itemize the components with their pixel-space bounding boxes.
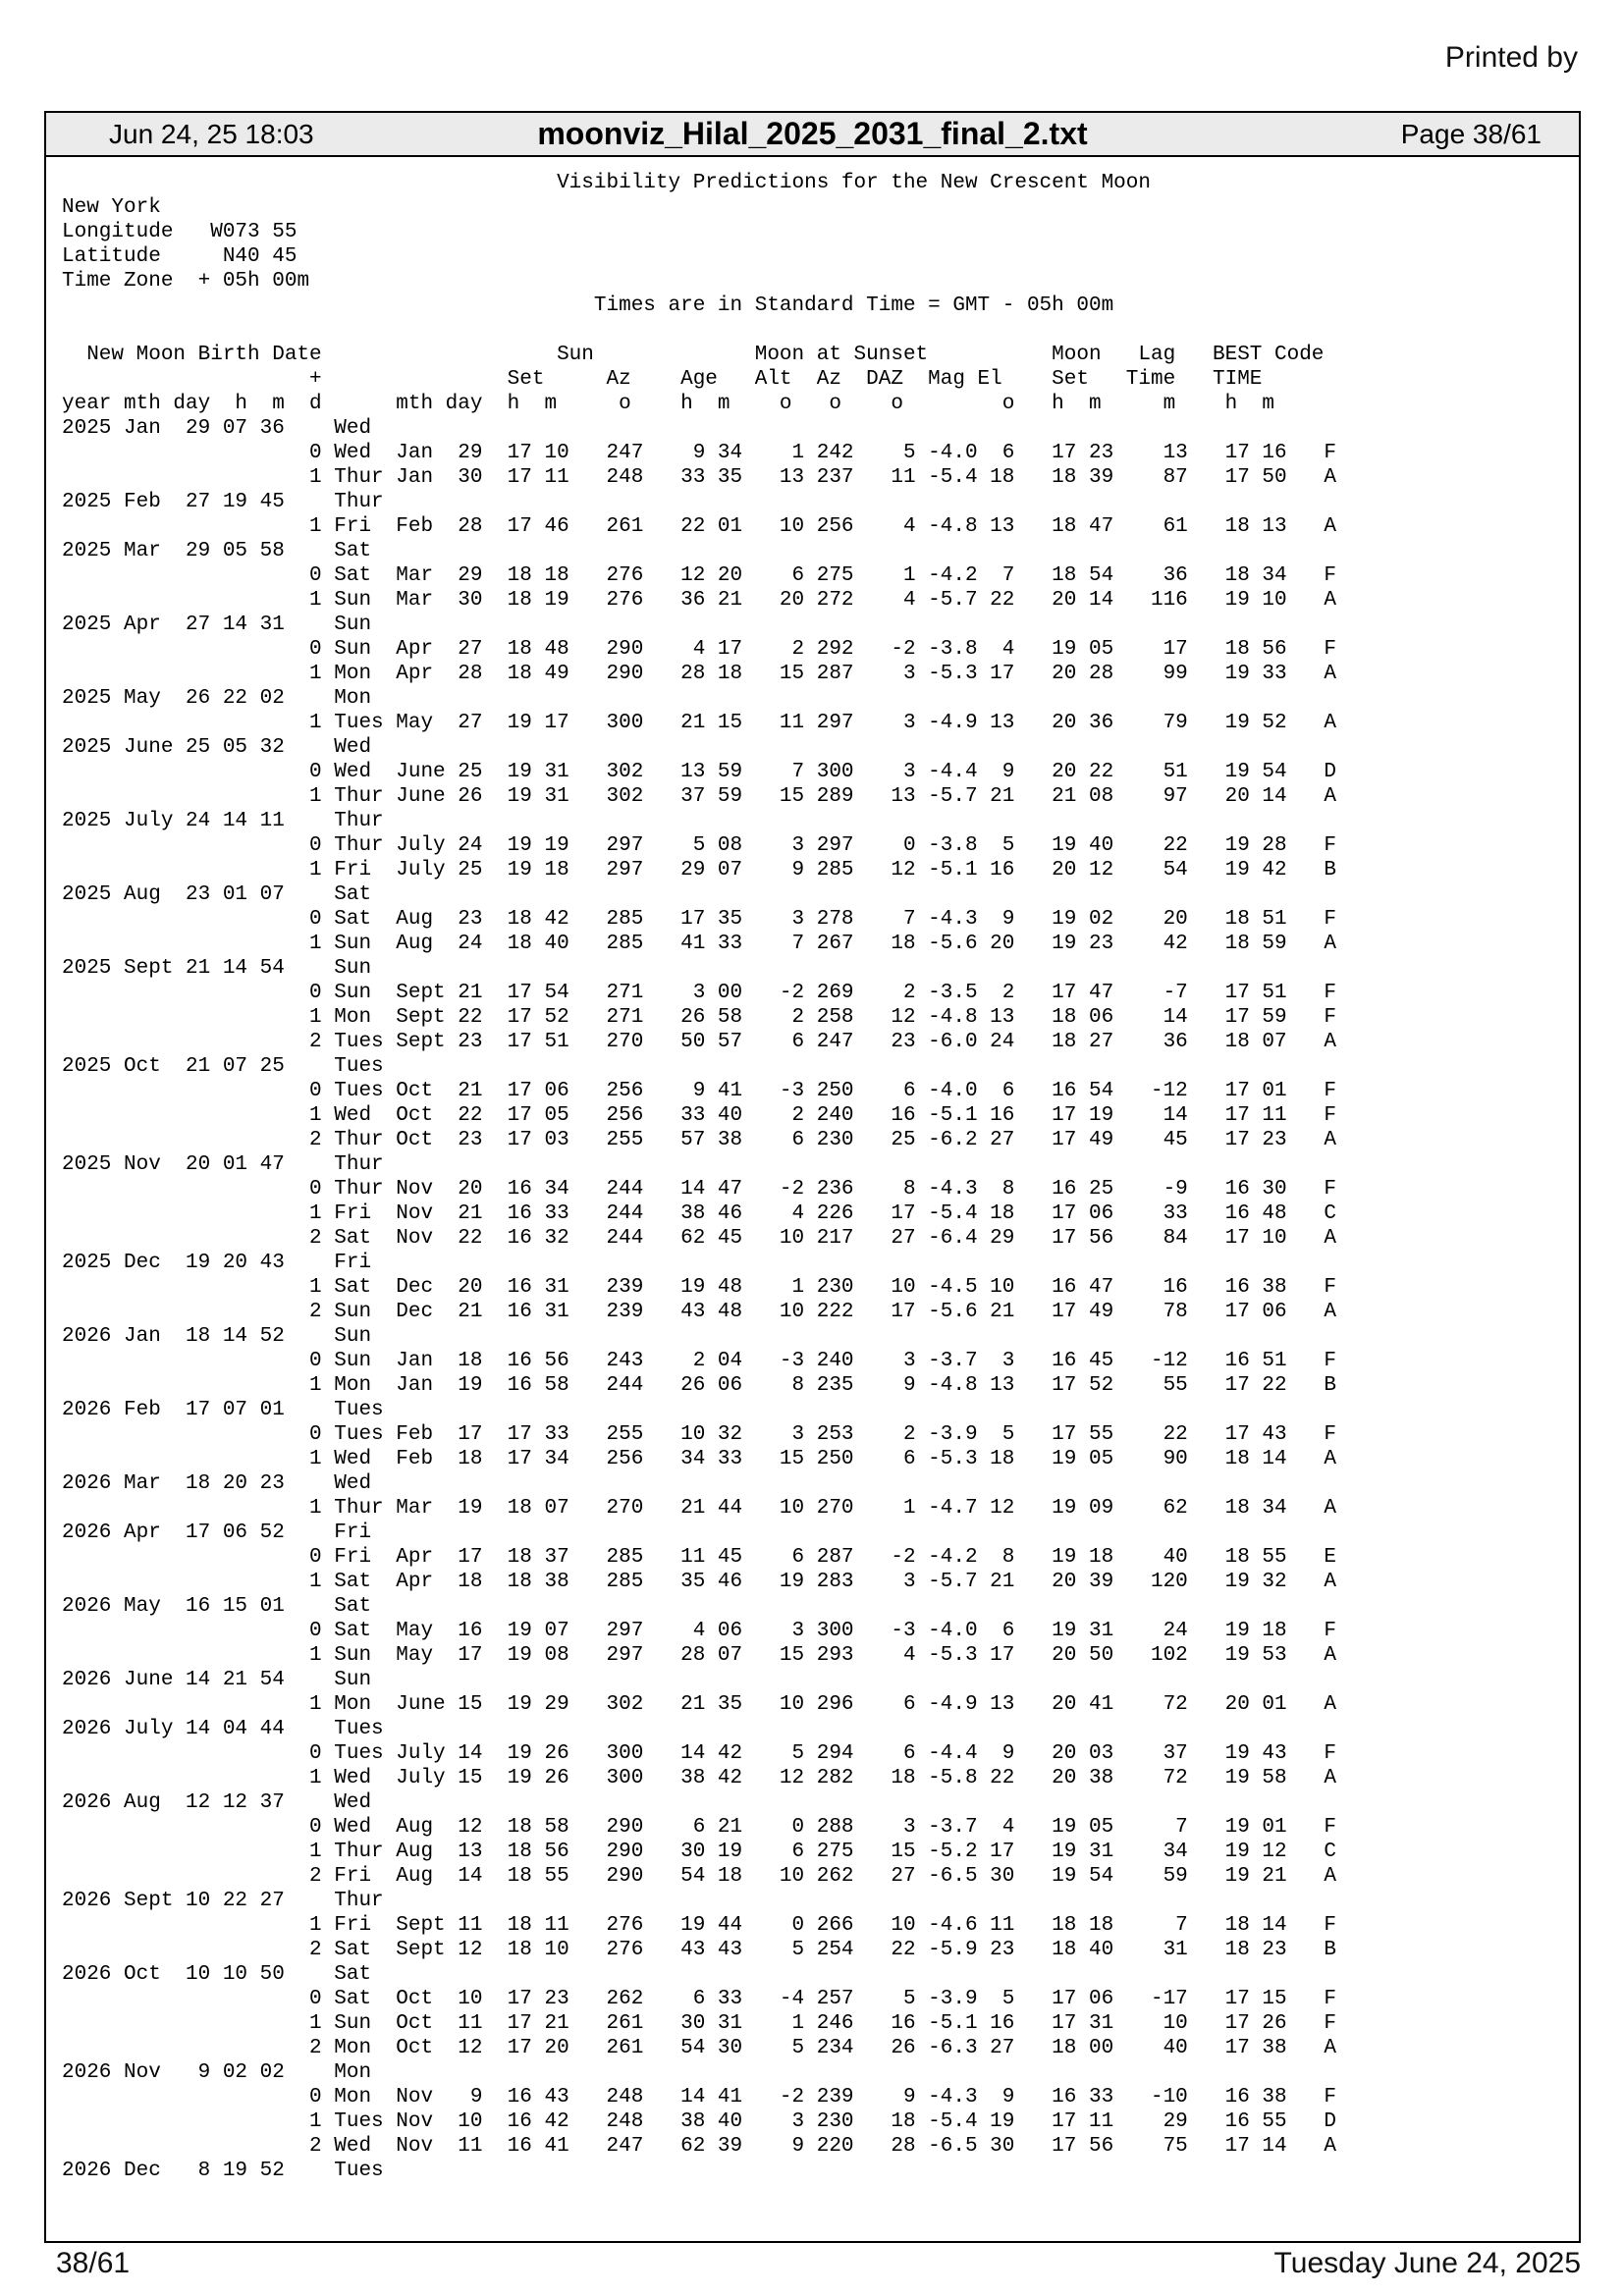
footer-page-number: 38/61 <box>56 2247 131 2279</box>
print-page-indicator: Page 38/61 <box>1400 118 1542 149</box>
printed-by-label: Printed by <box>1444 41 1578 74</box>
print-datetime: Jun 24, 25 18:03 <box>109 118 314 149</box>
page-frame: Jun 24, 25 18:03 moonviz_Hilal_2025_2031… <box>44 111 1581 2243</box>
page-footer: 38/61 Tuesday June 24, 2025 <box>44 2247 1581 2280</box>
document-text: Visibility Predictions for the New Cresc… <box>62 172 1337 2182</box>
print-filename: moonviz_Hilal_2025_2031_final_2.txt <box>537 116 1088 151</box>
footer-date: Tuesday June 24, 2025 <box>1273 2247 1581 2279</box>
print-header-bar: Jun 24, 25 18:03 moonviz_Hilal_2025_2031… <box>46 113 1579 157</box>
